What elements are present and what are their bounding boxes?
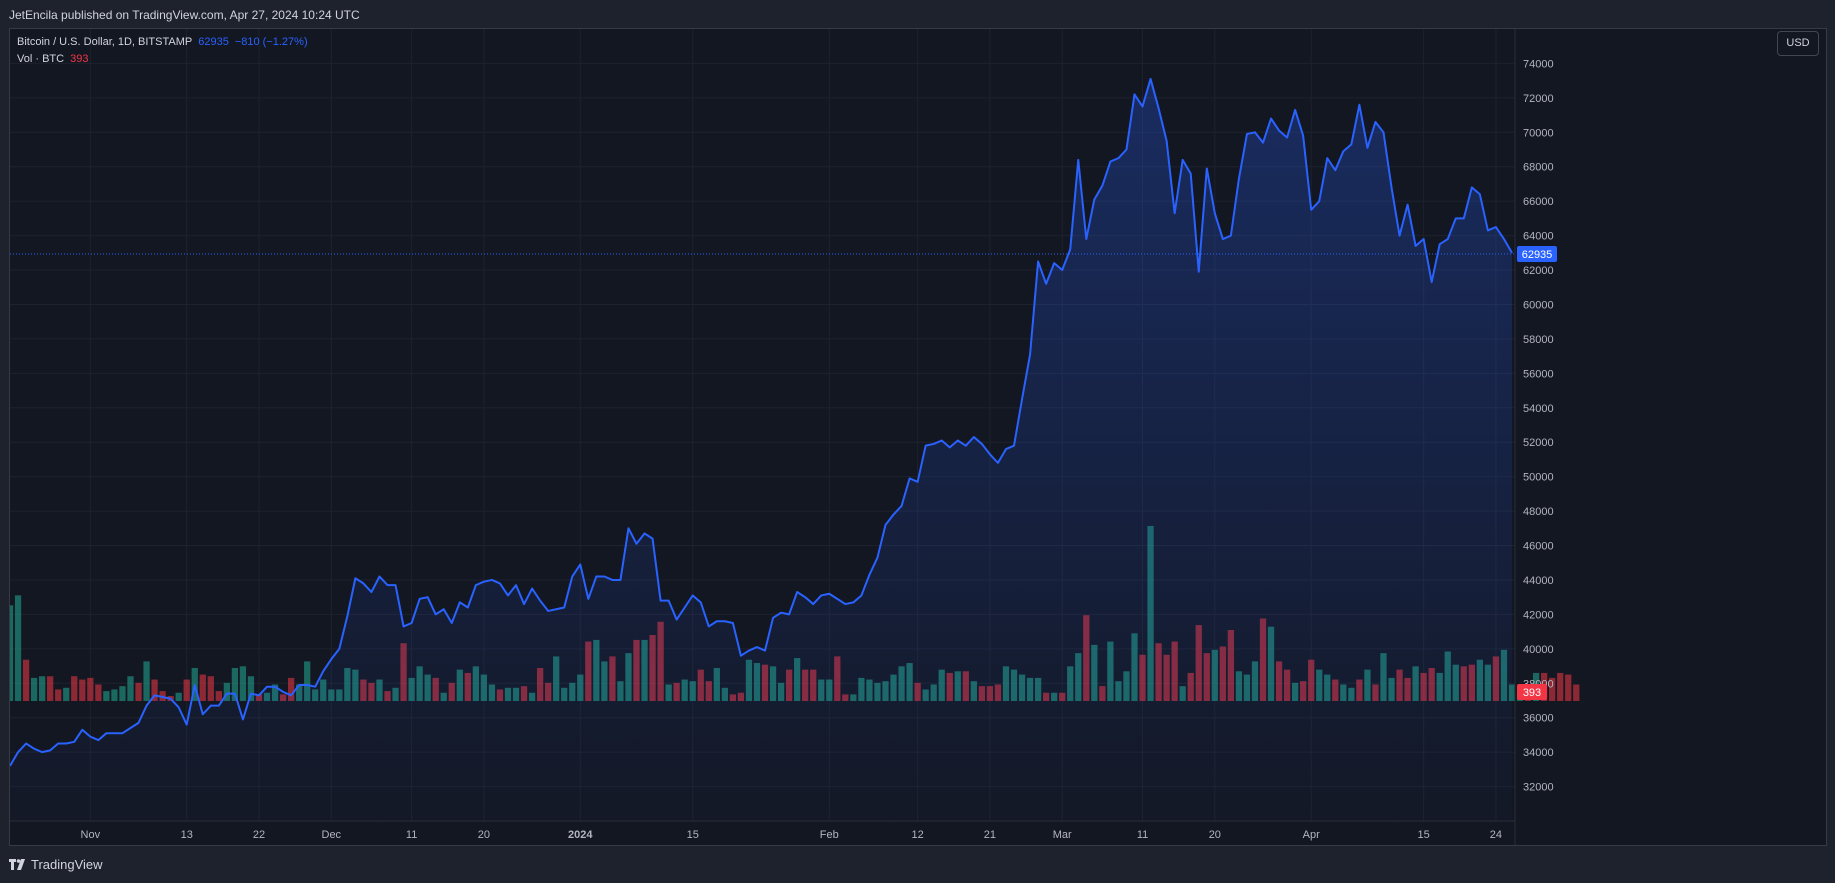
volume-value: 393: [70, 53, 89, 65]
y-tick-label: 44000: [1523, 575, 1554, 587]
y-tick-label: 54000: [1523, 403, 1554, 415]
x-tick-label: Nov: [81, 829, 101, 841]
y-tick-label: 36000: [1523, 713, 1554, 725]
volume-bar: [87, 677, 94, 701]
volume-bar: [247, 676, 255, 701]
chart-frame[interactable]: 3200034000360003800040000420004400046000…: [9, 28, 1827, 846]
y-tick-label: 46000: [1523, 541, 1554, 553]
y-tick-label: 34000: [1523, 747, 1554, 759]
x-tick-label: 15: [1418, 829, 1430, 841]
volume-bar: [151, 679, 158, 701]
volume-bar: [287, 677, 295, 701]
volume-bar: [10, 605, 14, 701]
y-tick-label: 64000: [1523, 231, 1554, 243]
y-tick-label: 40000: [1523, 644, 1554, 656]
volume-badge: [1517, 684, 1547, 700]
x-tick-label: 11: [406, 829, 417, 841]
volume-bar: [38, 676, 46, 701]
volume-bar: [199, 674, 206, 701]
volume-bar: [63, 687, 70, 701]
price-change-value: −810 (−1.27%): [234, 36, 308, 48]
y-tick-label: 66000: [1523, 196, 1554, 208]
volume-bar: [135, 682, 142, 701]
volume-bar: [239, 666, 247, 701]
volume-bar: [1565, 674, 1572, 701]
x-tick-label: Feb: [820, 829, 839, 841]
x-tick-label: Apr: [1303, 829, 1320, 841]
last-price-badge-label: 62935: [1522, 249, 1553, 261]
y-tick-label: 74000: [1523, 58, 1554, 70]
x-tick-label: 13: [181, 829, 193, 841]
y-tick-label: 70000: [1523, 127, 1554, 139]
volume-bar: [1557, 672, 1564, 701]
y-tick-label: 42000: [1523, 609, 1554, 621]
volume-bar: [215, 691, 222, 701]
x-tick-label: 21: [984, 829, 996, 841]
volume-bar: [95, 684, 102, 701]
volume-bar: [30, 677, 38, 701]
tradingview-logo[interactable]: TradingView: [9, 857, 103, 872]
published-info: JetEncila published on TradingView.com, …: [9, 8, 360, 22]
volume-bar: [55, 689, 62, 701]
volume-label[interactable]: Vol · BTC: [17, 53, 65, 65]
x-tick-label: Mar: [1053, 829, 1072, 841]
volume-bar: [79, 679, 86, 701]
x-tick-label: Dec: [322, 829, 342, 841]
volume-bar: [304, 661, 311, 701]
x-tick-label: 20: [478, 829, 490, 841]
symbol-title[interactable]: Bitcoin / U.S. Dollar, 1D, BITSTAMP: [17, 36, 193, 48]
volume-bar: [47, 676, 54, 701]
y-tick-label: 58000: [1523, 334, 1554, 346]
volume-bar: [111, 689, 118, 701]
y-tick-label: 72000: [1523, 93, 1554, 105]
volume-bar: [14, 595, 22, 701]
volume-bar: [223, 682, 230, 701]
volume-bar: [119, 686, 126, 701]
y-tick-label: 32000: [1523, 782, 1554, 794]
x-tick-label: 11: [1137, 829, 1148, 841]
x-tick-label: 20: [1209, 829, 1221, 841]
tradingview-logo-icon: [9, 859, 25, 870]
price-legend[interactable]: Bitcoin / U.S. Dollar, 1D, BITSTAMP 62935…: [17, 36, 308, 48]
volume-bar: [143, 661, 150, 701]
y-tick-label: 50000: [1523, 472, 1554, 484]
y-tick-label: 68000: [1523, 162, 1554, 174]
volume-badge-label: 393: [1523, 687, 1541, 699]
y-tick-label: 56000: [1523, 368, 1554, 380]
volume-bar: [175, 692, 182, 701]
price-chart[interactable]: 3200034000360003800040000420004400046000…: [10, 29, 1827, 846]
x-tick-label: 15: [687, 829, 699, 841]
volume-legend[interactable]: Vol · BTC 393: [17, 53, 88, 65]
y-tick-label: 52000: [1523, 437, 1554, 449]
x-tick-label: 12: [912, 829, 924, 841]
x-tick-label: 24: [1490, 829, 1502, 841]
last-price-badge: [1517, 245, 1557, 262]
volume-bar: [231, 667, 239, 701]
volume-bar: [1573, 684, 1580, 701]
volume-bar: [127, 676, 134, 701]
y-tick-label: 60000: [1523, 299, 1554, 311]
price-area-fill: [10, 78, 1512, 822]
volume-bar: [103, 691, 110, 701]
volume-bar: [207, 676, 214, 701]
volume-bar: [22, 659, 30, 701]
x-tick-label: 22: [253, 829, 265, 841]
x-tick-label: 2024: [568, 829, 593, 841]
y-tick-label: 48000: [1523, 506, 1554, 518]
currency-button[interactable]: USD: [1777, 31, 1819, 56]
volume-bar: [183, 679, 190, 701]
tradingview-brand: TradingView: [31, 857, 103, 872]
last-price-value: 62935: [198, 36, 229, 48]
top-bar: JetEncila published on TradingView.com, …: [0, 0, 1835, 28]
volume-bar: [1549, 677, 1556, 701]
bottom-bar: [0, 846, 1835, 883]
y-tick-label: 62000: [1523, 265, 1554, 277]
price-line: [10, 77, 1513, 767]
volume-bar: [71, 676, 78, 701]
